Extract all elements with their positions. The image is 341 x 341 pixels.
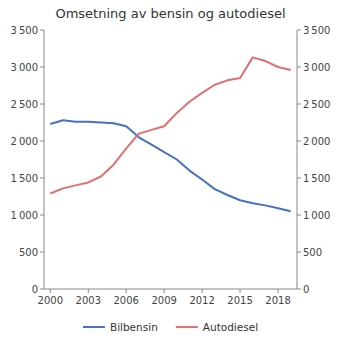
y-tick <box>40 30 44 31</box>
y-tick-label: 2 000 <box>11 136 38 147</box>
y-tick-label: 0 <box>32 284 38 295</box>
y-tick-label: 2 500 <box>11 99 38 110</box>
chart: Omsetning av bensin og autodiesel 2000 200… <box>0 0 341 341</box>
y2-tick-label: 1 000 <box>303 210 330 221</box>
x-tick-label: 2006 <box>113 295 138 306</box>
y2-tick-label: 2 500 <box>303 99 330 110</box>
legend-item: Autodiesel <box>176 321 258 333</box>
y2-tick <box>297 67 301 68</box>
legend: Bilbensin Autodiesel <box>83 321 258 333</box>
y2-tick <box>297 104 301 105</box>
y-axis-line <box>44 30 45 289</box>
y-tick <box>40 141 44 142</box>
x-tick <box>88 289 89 293</box>
y2-tick <box>297 289 301 290</box>
y2-tick-label: 1 500 <box>303 173 330 184</box>
x-tick <box>126 289 127 293</box>
legend-swatch <box>176 326 198 328</box>
y2-tick <box>297 178 301 179</box>
y2-tick-label: 500 <box>303 247 322 258</box>
x-tick-label: 2000 <box>38 295 63 306</box>
plot-area <box>50 57 290 211</box>
y2-tick-label: 3 500 <box>303 25 330 36</box>
y2-tick-label: 0 <box>303 284 309 295</box>
legend-label: Bilbensin <box>110 321 158 333</box>
x-tick <box>240 289 241 293</box>
x-tick-label: 2009 <box>151 295 176 306</box>
y-tick <box>40 252 44 253</box>
y2-tick-label: 3 000 <box>303 62 330 73</box>
x-tick <box>50 289 51 293</box>
x-axis-line <box>44 289 297 290</box>
legend-swatch <box>83 326 105 328</box>
series-line <box>50 120 290 211</box>
x-tick <box>164 289 165 293</box>
y-tick-label: 1 500 <box>11 173 38 184</box>
y-tick <box>40 67 44 68</box>
y-tick-label: 3 500 <box>11 25 38 36</box>
y-tick <box>40 178 44 179</box>
x-tick-label: 2012 <box>189 295 214 306</box>
title: Omsetning av bensin og autodiesel <box>55 6 285 21</box>
y-tick <box>40 104 44 105</box>
series-line <box>50 57 290 193</box>
y2-tick-label: 2 000 <box>303 136 330 147</box>
y2-tick <box>297 141 301 142</box>
legend-label: Autodiesel <box>203 321 258 333</box>
x-tick-label: 2003 <box>76 295 101 306</box>
legend-item: Bilbensin <box>83 321 158 333</box>
y-tick-label: 1 000 <box>11 210 38 221</box>
x-tick <box>202 289 203 293</box>
y2-tick <box>297 252 301 253</box>
y2-tick <box>297 30 301 31</box>
y2-axis-line <box>297 30 298 289</box>
y2-tick <box>297 215 301 216</box>
y-tick-label: 500 <box>19 247 38 258</box>
y-tick-label: 3 000 <box>11 62 38 73</box>
x-tick-label: 2015 <box>227 295 252 306</box>
x-tick-label: 2018 <box>265 295 290 306</box>
y-tick <box>40 289 44 290</box>
x-tick <box>278 289 279 293</box>
y-tick <box>40 215 44 216</box>
